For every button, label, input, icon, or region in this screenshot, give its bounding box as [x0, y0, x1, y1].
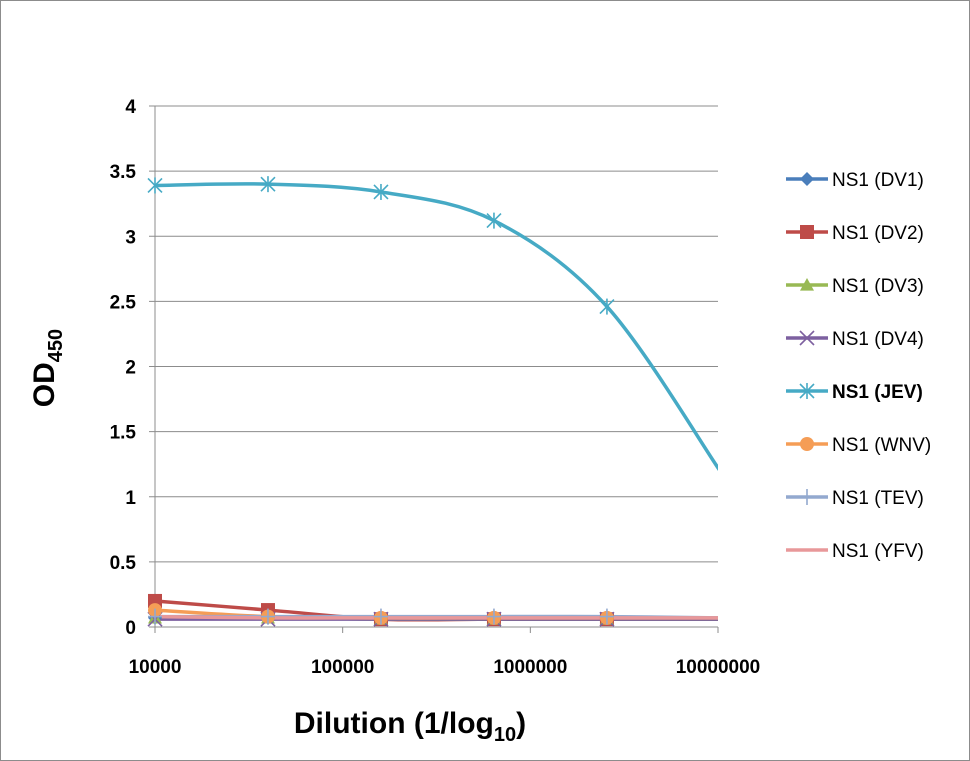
data-point: [373, 183, 389, 200]
y-tick-labels: 0 0.5 1 1.5 2 2.5 3 3.5 4: [110, 97, 137, 639]
legend-item: NS1 (DV1): [786, 170, 924, 191]
legend-label: NS1 (DV3): [832, 276, 924, 297]
legend-label: NS1 (DV4): [832, 329, 924, 350]
y-tick-label: 2: [125, 358, 136, 379]
y-tick-label: 2.5: [110, 292, 137, 313]
y-tick-label: 3.5: [110, 162, 137, 183]
legend-label: NS1 (TEV): [832, 488, 924, 509]
legend-swatch-marker: [800, 278, 814, 291]
data-point: [486, 212, 502, 229]
legend-label: NS1 (YFV): [832, 541, 924, 562]
legend-swatch-marker: [800, 225, 814, 239]
series-line: [154, 182, 718, 471]
legend-item: NS1 (JEV): [786, 382, 923, 403]
y-tick-label: 1.5: [110, 423, 137, 444]
series-lines: [154, 182, 718, 622]
y-tick-label: 1: [125, 488, 136, 509]
series-markers: [147, 176, 615, 627]
data-point: [599, 298, 615, 315]
x-tick-label: 10000000: [676, 657, 761, 678]
legend-label: NS1 (WNV): [832, 435, 931, 456]
legend-item: NS1 (DV4): [786, 329, 924, 350]
data-point: [599, 608, 614, 625]
x-tick-label: 1000000: [493, 657, 567, 678]
series-line: [154, 614, 718, 620]
data-point: [373, 608, 388, 625]
legend-swatch-marker: [800, 489, 814, 505]
gridlines: [155, 105, 718, 563]
y-tick-label: 0: [125, 618, 136, 639]
data-point: [260, 176, 276, 193]
legend-swatch-marker: [800, 437, 814, 451]
legend-label: NS1 (DV2): [832, 223, 924, 244]
legend-item: NS1 (DV2): [786, 223, 924, 244]
x-tick-label: 100000: [311, 657, 374, 678]
data-point: [147, 177, 163, 194]
legend-item: NS1 (DV3): [786, 276, 924, 297]
data-point: [148, 608, 162, 625]
x-axis-label: Dilution (1/log10): [294, 707, 526, 746]
y-axis-label: OD450: [28, 329, 67, 407]
data-point: [486, 608, 501, 625]
legend-swatch-marker: [800, 172, 814, 186]
data-point: [260, 608, 275, 625]
legend-item: NS1 (YFV): [786, 541, 924, 562]
y-tick-label: 3: [125, 227, 136, 248]
legend-item: NS1 (WNV): [786, 435, 931, 456]
y-tick-label: 0.5: [110, 553, 137, 574]
x-tick-label: 10000: [129, 657, 182, 678]
x-tick-labels: 10000 100000 1000000 10000000: [129, 657, 761, 678]
legend-label: NS1 (DV1): [832, 170, 924, 191]
y-tick-label: 4: [125, 97, 136, 118]
legend-swatch-marker: [799, 330, 815, 346]
legend-swatch-marker: [799, 383, 815, 399]
legend-label: NS1 (JEV): [832, 382, 923, 403]
legend-item: NS1 (TEV): [786, 488, 924, 509]
legend: NS1 (DV1) NS1 (DV2) NS1 (DV3) NS1 (DV4) NS1 …: [786, 170, 931, 562]
